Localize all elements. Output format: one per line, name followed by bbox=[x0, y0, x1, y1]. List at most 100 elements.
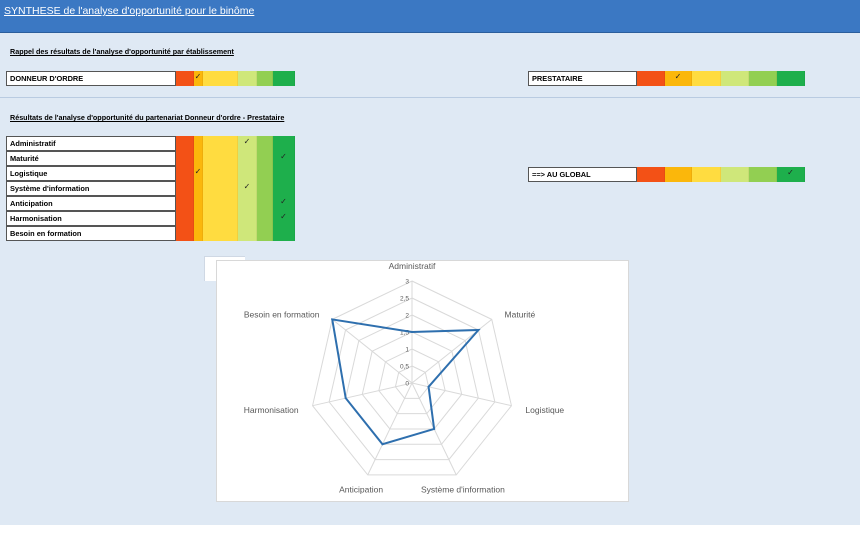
scale-segment[interactable] bbox=[777, 71, 805, 86]
axis-spoke bbox=[411, 382, 512, 407]
criteria-row: Système d'information ✓ bbox=[6, 181, 295, 196]
scale-segment[interactable] bbox=[257, 71, 273, 86]
check-icon: ✓ bbox=[280, 197, 287, 206]
scale-segment[interactable] bbox=[257, 151, 273, 166]
scale-segment[interactable] bbox=[257, 136, 273, 151]
scale-segment[interactable] bbox=[238, 151, 257, 166]
scale-segment[interactable]: ✓ bbox=[194, 71, 203, 86]
scale-segment[interactable] bbox=[203, 136, 238, 151]
scale-segment[interactable] bbox=[749, 71, 777, 86]
scale-segment[interactable] bbox=[257, 181, 273, 196]
scale-segment[interactable] bbox=[203, 196, 238, 211]
scale-segment[interactable]: ✓ bbox=[273, 151, 295, 166]
scale-segment[interactable]: ✓ bbox=[238, 181, 257, 196]
check-icon: ✓ bbox=[243, 137, 251, 146]
check-icon: ✓ bbox=[243, 182, 251, 191]
axis-spoke bbox=[312, 382, 413, 407]
scale-segment[interactable] bbox=[257, 226, 273, 241]
scale-segment[interactable] bbox=[721, 167, 749, 182]
scale-segment[interactable]: ✓ bbox=[777, 167, 805, 182]
scale-segment[interactable] bbox=[238, 196, 257, 211]
scale-segment[interactable] bbox=[273, 181, 295, 196]
criteria-scale[interactable] bbox=[176, 226, 295, 241]
category-label: Maturité bbox=[505, 310, 536, 320]
criteria-scale[interactable]: ✓ bbox=[176, 151, 295, 166]
tick-label: 2 bbox=[405, 313, 409, 320]
criteria-row: Maturité ✓ bbox=[6, 151, 295, 166]
scale-segment[interactable] bbox=[665, 167, 692, 182]
category-label: Administratif bbox=[389, 261, 436, 271]
series-point bbox=[433, 427, 436, 430]
scale-segment[interactable] bbox=[273, 136, 295, 151]
scale-segment[interactable] bbox=[194, 136, 203, 151]
axis-spoke bbox=[367, 382, 413, 476]
scale-segment[interactable]: ✓ bbox=[665, 71, 692, 86]
scale-segment[interactable]: ✓ bbox=[273, 196, 295, 211]
tick-label: 0 bbox=[405, 381, 409, 388]
prestataire-row: PRESTATAIRE ✓ bbox=[528, 71, 805, 86]
scale-segment[interactable] bbox=[238, 211, 257, 226]
scale-segment[interactable] bbox=[176, 211, 194, 226]
scale-segment[interactable] bbox=[203, 151, 238, 166]
scale-segment[interactable] bbox=[176, 196, 194, 211]
criteria-row: Besoin en formation bbox=[6, 226, 295, 241]
scale-segment[interactable] bbox=[637, 167, 665, 182]
category-label: Système d'information bbox=[421, 484, 505, 494]
scale-segment[interactable] bbox=[203, 181, 238, 196]
scale-segment[interactable] bbox=[194, 196, 203, 211]
tick-label: 2,5 bbox=[400, 296, 409, 303]
scale-segment[interactable] bbox=[273, 71, 295, 86]
scale-segment[interactable] bbox=[203, 166, 238, 181]
scale-segment[interactable] bbox=[176, 136, 194, 151]
scale-segment[interactable] bbox=[749, 167, 777, 182]
scale-segment[interactable]: ✓ bbox=[238, 136, 257, 151]
criteria-row: Harmonisation ✓ bbox=[6, 211, 295, 226]
scale-segment[interactable] bbox=[176, 166, 194, 181]
criteria-scale[interactable]: ✓ bbox=[176, 211, 295, 226]
scale-segment[interactable] bbox=[257, 166, 273, 181]
scale-segment[interactable] bbox=[176, 226, 194, 241]
criteria-row: Logistique ✓ bbox=[6, 166, 295, 181]
scale-segment[interactable] bbox=[273, 166, 295, 181]
criteria-scale[interactable]: ✓ bbox=[176, 136, 295, 151]
scale-segment[interactable]: ✓ bbox=[194, 166, 203, 181]
scale-segment[interactable] bbox=[194, 211, 203, 226]
scale-segment[interactable] bbox=[692, 167, 721, 182]
scale-segment[interactable] bbox=[238, 226, 257, 241]
scale-segment[interactable] bbox=[721, 71, 749, 86]
scale-segment[interactable] bbox=[203, 71, 238, 86]
check-icon: ✓ bbox=[674, 72, 682, 81]
scale-segment[interactable] bbox=[238, 166, 257, 181]
global-scale[interactable]: ✓ bbox=[637, 167, 805, 182]
scale-segment[interactable] bbox=[203, 211, 238, 226]
scale-segment[interactable] bbox=[194, 226, 203, 241]
scale-segment[interactable] bbox=[203, 226, 238, 241]
criteria-scale[interactable]: ✓ bbox=[176, 181, 295, 196]
scale-segment[interactable] bbox=[637, 71, 665, 86]
category-label: Harmonisation bbox=[244, 405, 299, 415]
scale-segment[interactable] bbox=[176, 151, 194, 166]
check-icon: ✓ bbox=[194, 72, 202, 81]
criteria-scale[interactable]: ✓ bbox=[176, 196, 295, 211]
scale-segment[interactable]: ✓ bbox=[273, 211, 295, 226]
scale-segment[interactable] bbox=[273, 226, 295, 241]
radar-chart-svg: 0 0,5 1 1,5 2 2,5 3 Administratif Maturité Logist… bbox=[244, 261, 565, 494]
scale-segment[interactable] bbox=[257, 196, 273, 211]
scale-segment[interactable] bbox=[194, 151, 203, 166]
scale-segment[interactable] bbox=[238, 71, 257, 86]
scale-segment[interactable] bbox=[257, 211, 273, 226]
criteria-scale[interactable]: ✓ bbox=[176, 166, 295, 181]
prestataire-scale[interactable]: ✓ bbox=[637, 71, 805, 86]
donneur-scale[interactable]: ✓ bbox=[176, 71, 295, 86]
series-point bbox=[381, 443, 384, 446]
scale-segment[interactable] bbox=[692, 71, 721, 86]
check-icon: ✓ bbox=[787, 168, 794, 177]
criteria-row: Administratif ✓ bbox=[6, 136, 295, 151]
series-point bbox=[477, 329, 480, 332]
grid-ring bbox=[394, 365, 430, 399]
scale-segment[interactable] bbox=[176, 71, 194, 86]
scale-segment[interactable] bbox=[176, 181, 194, 196]
criteria-label: Harmonisation bbox=[6, 211, 176, 226]
scale-segment[interactable] bbox=[194, 181, 203, 196]
criteria-label: Besoin en formation bbox=[6, 226, 176, 241]
